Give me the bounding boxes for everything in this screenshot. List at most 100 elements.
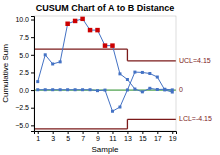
marker bbox=[80, 17, 85, 22]
marker bbox=[126, 78, 129, 81]
tick-mark bbox=[172, 131, 173, 134]
marker bbox=[111, 44, 114, 47]
x-axis-label: Sample bbox=[91, 145, 119, 154]
tick-mark bbox=[98, 131, 99, 134]
marker bbox=[163, 88, 166, 91]
tick: 1 bbox=[36, 131, 40, 142]
tick: 9 bbox=[96, 131, 100, 142]
control-limit bbox=[34, 128, 127, 129]
tick-label: 5.0 bbox=[19, 52, 29, 59]
control-limit bbox=[127, 60, 176, 61]
marker bbox=[148, 72, 151, 75]
marker bbox=[111, 110, 114, 113]
tick-label: 5 bbox=[66, 135, 70, 142]
marker bbox=[66, 88, 69, 91]
tick: 2.5 bbox=[19, 69, 34, 76]
tick-label: 7.5 bbox=[19, 34, 29, 41]
control-limit-step bbox=[127, 119, 128, 129]
tick-label: 11 bbox=[109, 135, 116, 142]
tick-label: 17 bbox=[154, 135, 162, 142]
series-line bbox=[38, 72, 173, 111]
tick-label: −2.5 bbox=[15, 104, 29, 111]
marker bbox=[103, 43, 108, 48]
axis-domain bbox=[31, 17, 35, 132]
tick-label: 1 bbox=[36, 135, 40, 142]
tick: 13 bbox=[124, 131, 132, 142]
marker bbox=[118, 72, 121, 75]
title: CUSUM Chart of A to B Distance bbox=[36, 3, 174, 13]
annotation: UCL=4.15 bbox=[179, 57, 211, 64]
marker bbox=[66, 22, 69, 25]
tick: 5 bbox=[66, 131, 70, 142]
series bbox=[36, 71, 174, 113]
tick-label: 3 bbox=[51, 135, 55, 142]
marker bbox=[89, 29, 92, 32]
tick-mark bbox=[31, 108, 34, 109]
series bbox=[36, 17, 174, 93]
tick-label: 9 bbox=[96, 135, 100, 142]
tick-label: 10.0 bbox=[15, 16, 29, 23]
marker bbox=[171, 91, 174, 94]
marker bbox=[156, 88, 159, 91]
tick: 7 bbox=[81, 131, 85, 142]
axis-domain bbox=[35, 132, 177, 135]
tick: 11 bbox=[109, 131, 116, 142]
marker bbox=[59, 88, 62, 91]
y-axis: −5.0 −2.5 0.0 2.5 5.0 7.5 10.0 bbox=[15, 16, 34, 131]
tick: 15 bbox=[139, 131, 147, 142]
tick-mark bbox=[31, 55, 34, 56]
chart: 135791113151719−5.0−2.50.02.55.07.510.0U… bbox=[0, 0, 220, 155]
tick-mark bbox=[31, 90, 34, 91]
tick-mark bbox=[142, 131, 143, 134]
marker bbox=[148, 87, 151, 90]
tick-mark bbox=[112, 131, 113, 134]
tick-label: 0.0 bbox=[19, 87, 29, 94]
marker bbox=[96, 89, 99, 92]
x-axis: 135791113151719 bbox=[35, 131, 177, 142]
marker bbox=[96, 29, 99, 32]
tick-mark bbox=[127, 131, 128, 134]
marker bbox=[51, 62, 54, 65]
tick-label: 13 bbox=[124, 135, 132, 142]
tick-label: 2.5 bbox=[19, 69, 29, 76]
marker bbox=[133, 71, 136, 74]
tick: 17 bbox=[154, 131, 162, 142]
tick: 19 bbox=[169, 131, 177, 142]
tick-mark bbox=[157, 131, 158, 134]
tick-mark bbox=[38, 131, 39, 134]
control-limit bbox=[127, 119, 176, 120]
marker bbox=[141, 71, 144, 74]
marker bbox=[44, 88, 47, 91]
marker bbox=[156, 76, 159, 79]
tick-label: 15 bbox=[139, 135, 147, 142]
marker bbox=[44, 53, 47, 56]
tick: 0.0 bbox=[19, 87, 34, 94]
control-limit-step bbox=[127, 49, 128, 61]
marker bbox=[36, 80, 39, 83]
tick-mark bbox=[31, 125, 34, 126]
marker bbox=[73, 19, 78, 24]
tick: −2.5 bbox=[15, 104, 34, 111]
tick-label: −5.0 bbox=[15, 122, 29, 129]
tick-mark bbox=[53, 131, 54, 134]
plot-frame bbox=[34, 16, 176, 131]
marker bbox=[59, 60, 62, 63]
marker bbox=[118, 106, 121, 109]
annotation: 0 bbox=[179, 86, 183, 93]
marker bbox=[81, 17, 84, 20]
tick: 10.0 bbox=[15, 16, 34, 23]
marker bbox=[133, 88, 136, 91]
plot-area bbox=[34, 17, 176, 129]
marker bbox=[110, 43, 115, 48]
tick-mark bbox=[31, 37, 34, 38]
tick: 3 bbox=[51, 131, 55, 142]
marker bbox=[88, 28, 93, 32]
marker bbox=[51, 88, 54, 91]
y-axis-label: Cumulative Sum bbox=[1, 44, 10, 103]
series-line bbox=[38, 19, 173, 92]
marker bbox=[74, 88, 77, 91]
marker bbox=[95, 28, 100, 32]
marker bbox=[126, 88, 129, 91]
marker bbox=[81, 88, 84, 91]
tick: 5.0 bbox=[19, 52, 34, 59]
